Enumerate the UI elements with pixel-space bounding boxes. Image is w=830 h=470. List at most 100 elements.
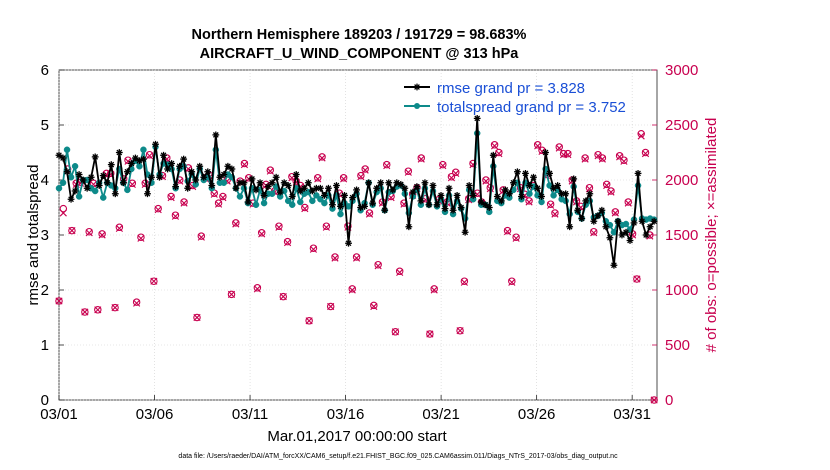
rmse-point bbox=[188, 168, 196, 176]
obs-assimilated-point bbox=[115, 224, 123, 232]
y2-tick-label: 500 bbox=[665, 337, 690, 354]
obs-possible-point bbox=[68, 226, 76, 235]
obs-possible-point bbox=[641, 148, 650, 157]
y-tick-label: 4 bbox=[41, 172, 49, 189]
obs-assimilated-point bbox=[551, 210, 559, 218]
rmse-point bbox=[216, 173, 224, 181]
rmse-point bbox=[546, 170, 553, 177]
rmse-point bbox=[509, 179, 517, 187]
obs-assimilated-point bbox=[616, 153, 624, 161]
rmse-point bbox=[425, 201, 433, 209]
obs-possible-point bbox=[314, 174, 322, 182]
rmse-point bbox=[590, 217, 598, 225]
rmse-point bbox=[373, 184, 381, 192]
obs-possible-point bbox=[322, 222, 331, 230]
x-axis: 03/01 03/06 03/11 03/16 03/21 03/26 03/31 bbox=[40, 395, 651, 423]
y2-tick-label: 2500 bbox=[665, 117, 698, 134]
totalspread-point bbox=[55, 185, 63, 192]
rmse-point bbox=[602, 223, 610, 231]
y2-tick-label: 0 bbox=[665, 392, 673, 409]
obs-assimilated-point bbox=[275, 223, 283, 231]
obs-possible-point bbox=[525, 197, 533, 205]
obs-assimilated-point bbox=[283, 239, 292, 247]
rmse-point bbox=[461, 228, 469, 236]
obs-assimilated-point bbox=[184, 165, 192, 173]
rmse-point bbox=[316, 184, 324, 192]
obs-assimilated-point bbox=[214, 200, 223, 208]
rmse-point bbox=[361, 203, 369, 210]
obs-assimilated-point bbox=[128, 180, 136, 188]
rmse-point bbox=[381, 206, 389, 214]
rmse-point bbox=[377, 179, 385, 187]
x-tick-label: 03/26 bbox=[518, 406, 556, 423]
obs-assimilated-point bbox=[340, 175, 348, 183]
rmse-point bbox=[477, 198, 485, 206]
obs-assimilated-point bbox=[145, 152, 154, 160]
obs-assimilated-point bbox=[81, 308, 89, 316]
rmse-point bbox=[304, 179, 312, 187]
obs-assimilated-point bbox=[137, 234, 145, 242]
totalspread-point bbox=[75, 193, 83, 200]
rmse-point bbox=[485, 204, 493, 211]
obs-possible-point bbox=[404, 167, 413, 175]
rmse-point bbox=[453, 192, 461, 199]
rmse-point bbox=[501, 186, 509, 194]
legend: rmse grand pr = 3.828 totalspread grand … bbox=[404, 80, 626, 116]
x-tick-label: 03/21 bbox=[422, 406, 460, 423]
totalspread-point bbox=[622, 220, 630, 228]
obs-assimilated-point bbox=[456, 327, 464, 335]
rmse-point bbox=[542, 149, 549, 156]
obs-assimilated-point bbox=[167, 194, 175, 202]
chart-subtitle: AIRCRAFT_U_WIND_COMPONENT @ 313 hPa bbox=[200, 46, 520, 62]
y2-tick-label: 1000 bbox=[665, 282, 698, 299]
obs-assimilated-point bbox=[641, 150, 650, 158]
series-lines bbox=[55, 115, 658, 269]
y2-tick-label: 3000 bbox=[665, 62, 698, 79]
totalspread-point bbox=[309, 197, 316, 205]
rmse-point bbox=[132, 154, 139, 162]
rmse-point bbox=[417, 197, 425, 205]
rmse-point bbox=[646, 223, 654, 231]
rmse-point bbox=[405, 223, 413, 231]
legend-rmse-marker bbox=[413, 83, 421, 91]
obs-assimilated-point bbox=[318, 154, 326, 162]
obs-assimilated-point bbox=[460, 278, 468, 286]
rmse-point bbox=[598, 206, 606, 214]
obs-possible-point bbox=[154, 204, 162, 213]
rmse-point bbox=[465, 182, 473, 189]
rmse-point bbox=[252, 186, 260, 194]
obs-possible-point bbox=[253, 284, 262, 292]
obs-assimilated-point bbox=[490, 142, 499, 150]
obs-assimilated-point bbox=[534, 142, 542, 150]
rmse-point bbox=[449, 206, 457, 214]
rmse-point bbox=[87, 173, 95, 181]
totalspread-point bbox=[252, 201, 260, 208]
obs-assimilated-point bbox=[210, 190, 218, 198]
y-axis-left: 0 1 2 3 4 5 6 bbox=[41, 62, 64, 409]
rmse-point bbox=[445, 184, 453, 192]
obs-possible-point bbox=[452, 168, 460, 177]
rmse-point bbox=[618, 231, 626, 239]
rmse-point bbox=[421, 179, 429, 187]
rmse-point bbox=[168, 160, 175, 167]
rmse-point bbox=[365, 179, 373, 187]
obs-possible-point bbox=[460, 277, 469, 285]
rmse-point bbox=[55, 151, 63, 159]
obs-possible-point bbox=[352, 253, 361, 261]
rmse-point bbox=[586, 190, 594, 198]
obs-assimilated-point bbox=[594, 152, 602, 160]
obs-possible-point bbox=[180, 198, 188, 206]
plot-area bbox=[58, 69, 658, 401]
obs-assimilated-point bbox=[603, 181, 611, 190]
obs-assimilated-point bbox=[585, 185, 594, 193]
obs-possible-point bbox=[171, 211, 180, 219]
rmse-point bbox=[192, 176, 200, 184]
obs-assimilated-point bbox=[68, 227, 76, 235]
obs-assimilated-point bbox=[365, 210, 374, 218]
obs-assimilated-point bbox=[219, 194, 227, 202]
rmse-point bbox=[554, 182, 562, 189]
rmse-point bbox=[329, 201, 336, 209]
obs-assimilated-point bbox=[417, 155, 425, 163]
rmse-point bbox=[562, 190, 570, 198]
rmse-point bbox=[369, 199, 377, 207]
